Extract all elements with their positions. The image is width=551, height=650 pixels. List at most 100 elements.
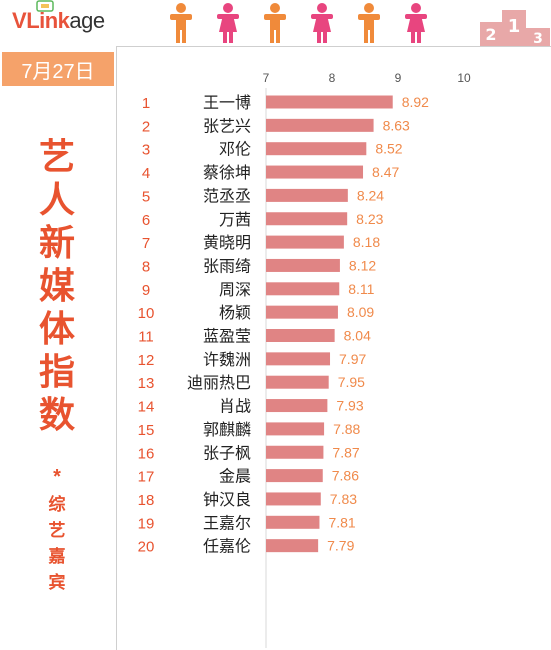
category-label: 王嘉尔 bbox=[203, 513, 251, 532]
title-char: 指 bbox=[38, 351, 75, 392]
rank-label: 8 bbox=[142, 258, 150, 275]
asterisk: * bbox=[53, 466, 61, 488]
title-char: 艺 bbox=[38, 136, 75, 177]
value-label: 8.47 bbox=[372, 164, 399, 180]
rank-label: 3 bbox=[142, 142, 150, 159]
subtitle-char: 综 bbox=[48, 495, 66, 514]
header: VLinkage bbox=[0, 0, 551, 46]
vertical-title: 艺 人 新 媒 体 指 数 bbox=[0, 135, 114, 436]
category-label: 范丞丞 bbox=[203, 186, 251, 205]
bar bbox=[266, 539, 319, 553]
subtitle-char: 宾 bbox=[48, 573, 66, 592]
x-tick-label: 9 bbox=[395, 71, 402, 85]
sidebar-divider bbox=[116, 46, 117, 650]
svg-text:3: 3 bbox=[533, 31, 543, 46]
rank-label: 16 bbox=[138, 445, 155, 462]
header-divider bbox=[0, 46, 551, 47]
title-char: 数 bbox=[38, 394, 75, 435]
rank-label: 19 bbox=[138, 515, 155, 532]
bar bbox=[266, 95, 393, 109]
gender-figures bbox=[166, 2, 431, 44]
value-label: 7.86 bbox=[332, 468, 359, 484]
title-char: 新 bbox=[38, 222, 75, 263]
category-label: 张子枫 bbox=[203, 443, 251, 462]
rank-label: 2 bbox=[142, 118, 150, 135]
bar bbox=[266, 188, 348, 202]
rank-label: 20 bbox=[138, 539, 155, 556]
category-label: 张艺兴 bbox=[203, 116, 251, 135]
rank-label: 14 bbox=[138, 399, 155, 416]
value-label: 8.09 bbox=[347, 304, 374, 320]
x-tick-label: 10 bbox=[457, 71, 471, 85]
x-tick-label: 8 bbox=[329, 71, 336, 85]
bar bbox=[266, 469, 323, 483]
vertical-subtitle: 综 艺 嘉 宾 bbox=[0, 492, 114, 596]
value-label: 8.04 bbox=[344, 328, 371, 344]
podium-icon: 2 1 3 bbox=[480, 10, 550, 46]
category-label: 周深 bbox=[219, 280, 251, 299]
value-label: 7.81 bbox=[328, 514, 355, 530]
rank-label: 15 bbox=[138, 422, 155, 439]
category-label: 蓝盈莹 bbox=[203, 327, 251, 346]
value-label: 8.12 bbox=[349, 257, 376, 273]
rank-label: 9 bbox=[142, 282, 150, 299]
value-label: 8.24 bbox=[357, 187, 384, 203]
title-char: 人 bbox=[38, 179, 75, 220]
category-label: 万茜 bbox=[219, 210, 251, 229]
category-label: 郭麒麟 bbox=[203, 420, 251, 439]
rank-label: 11 bbox=[138, 329, 154, 346]
svg-text:2: 2 bbox=[485, 25, 496, 44]
category-label: 许魏洲 bbox=[203, 350, 251, 369]
rank-label: 18 bbox=[138, 492, 155, 509]
bar bbox=[266, 235, 344, 249]
bar bbox=[266, 399, 328, 413]
bar bbox=[266, 212, 348, 226]
value-label: 8.23 bbox=[356, 211, 383, 227]
male-figure-icon bbox=[358, 3, 380, 43]
ranking-bar-chart: 7 8 9 10 1 王一博 8.92 2 张艺兴 8.63 3 邓伦 8.52 4 蔡徐坤 8.47 5 范丞丞… bbox=[138, 71, 471, 648]
sidebar bbox=[0, 46, 116, 650]
category-label: 蔡徐坤 bbox=[203, 163, 251, 182]
rank-label: 13 bbox=[138, 375, 155, 392]
male-figure-icon bbox=[264, 3, 286, 43]
bar bbox=[266, 258, 340, 272]
category-label: 金晨 bbox=[219, 467, 251, 486]
category-label: 任嘉伦 bbox=[203, 537, 251, 556]
bar bbox=[266, 422, 325, 436]
svg-text:1: 1 bbox=[508, 16, 521, 37]
title-char: 体 bbox=[38, 308, 75, 349]
x-tick-label: 7 bbox=[263, 71, 270, 85]
bar bbox=[266, 375, 329, 389]
category-label: 肖战 bbox=[219, 397, 251, 416]
bar bbox=[266, 492, 321, 506]
category-label: 张雨绮 bbox=[203, 256, 251, 275]
female-figure-icon bbox=[311, 3, 333, 43]
bar bbox=[266, 329, 335, 342]
title-char: 媒 bbox=[38, 265, 75, 306]
value-label: 8.18 bbox=[353, 234, 380, 250]
value-label: 7.88 bbox=[333, 421, 360, 437]
value-label: 8.52 bbox=[375, 141, 402, 157]
female-figure-icon bbox=[217, 3, 239, 43]
date-badge: 7月27日 bbox=[2, 52, 114, 86]
bar bbox=[266, 515, 320, 529]
rank-label: 17 bbox=[138, 469, 155, 486]
category-label: 邓伦 bbox=[219, 140, 251, 159]
bar bbox=[266, 282, 340, 296]
value-label: 7.79 bbox=[327, 538, 354, 554]
bar bbox=[266, 305, 338, 319]
value-label: 7.95 bbox=[338, 374, 365, 390]
value-label: 7.93 bbox=[336, 398, 363, 414]
value-label: 7.87 bbox=[332, 444, 359, 460]
rank-label: 5 bbox=[142, 188, 150, 205]
category-label: 钟汉良 bbox=[203, 490, 251, 509]
value-label: 8.92 bbox=[402, 94, 429, 110]
value-label: 8.63 bbox=[383, 117, 410, 133]
vlinkage-logo: VLinkage bbox=[12, 8, 105, 33]
subtitle-char: 艺 bbox=[48, 521, 66, 540]
value-label: 7.97 bbox=[339, 351, 366, 367]
value-label: 8.11 bbox=[348, 281, 374, 297]
rank-label: 6 bbox=[142, 212, 150, 229]
rank-label: 12 bbox=[138, 352, 155, 369]
bar bbox=[266, 165, 364, 179]
